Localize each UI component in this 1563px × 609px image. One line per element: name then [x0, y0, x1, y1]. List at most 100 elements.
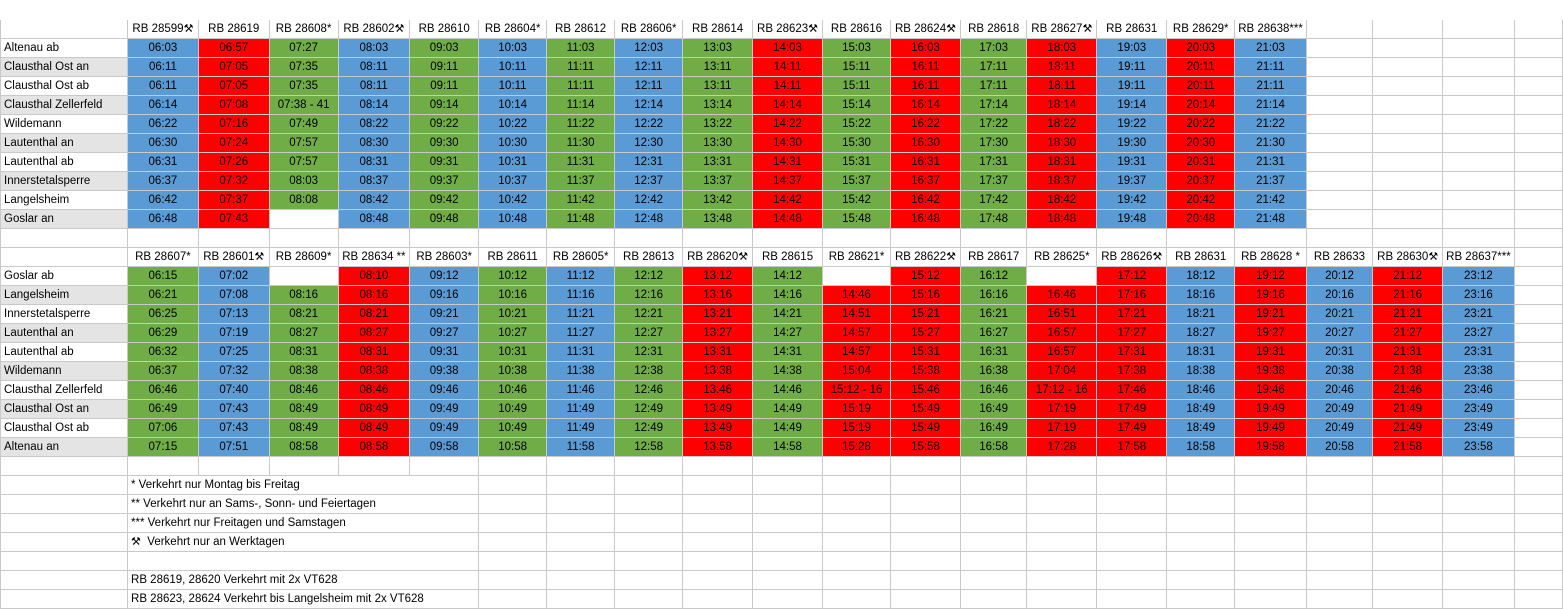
up-time-cell[interactable]: 20:37 [1166, 171, 1236, 191]
up-header-rb-28614[interactable]: RB 28614 [682, 19, 754, 39]
up-time-cell[interactable]: 12:30 [614, 133, 684, 153]
down-time-cell[interactable]: 08:21 [268, 304, 339, 324]
down-time-cell[interactable]: 19:49 [1234, 418, 1307, 438]
up-time-cell[interactable]: 19:03 [1096, 38, 1168, 58]
down-time-cell[interactable]: 19:16 [1234, 285, 1307, 305]
down-time-cell[interactable]: 17:12 - 16 [1026, 380, 1098, 400]
down-time-cell[interactable]: 16:38 [959, 361, 1028, 381]
up-time-cell[interactable]: 07:35 [268, 76, 339, 96]
up-time-cell[interactable]: 20:48 [1166, 209, 1236, 229]
down-header-rb-28634-[interactable]: RB 28634 ** [337, 247, 411, 267]
up-time-cell[interactable]: 15:37 [822, 171, 891, 191]
down-time-cell[interactable]: 08:46 [337, 380, 411, 400]
down-time-cell[interactable]: 23:16 [1442, 285, 1515, 305]
up-time-cell[interactable]: 14:03 [752, 38, 823, 58]
up-time-cell[interactable]: 18:11 [1026, 76, 1098, 96]
down-time-cell[interactable]: 20:46 [1305, 380, 1374, 400]
up-time-cell[interactable]: 20:11 [1166, 57, 1236, 77]
down-time-cell[interactable]: 14:46 [822, 285, 891, 305]
up-time-cell[interactable]: 18:11 [1026, 57, 1098, 77]
up-time-cell[interactable]: 08:37 [337, 171, 411, 191]
up-time-cell[interactable]: 13:11 [682, 76, 754, 96]
down-time-cell[interactable]: 08:38 [268, 361, 339, 381]
up-time-cell[interactable]: 06:37 [127, 171, 199, 191]
down-time-cell[interactable]: 10:12 [478, 266, 548, 286]
down-time-cell[interactable]: 15:12 - 16 [822, 380, 891, 400]
down-header-rb-28628-[interactable]: RB 28628 * [1234, 247, 1307, 267]
up-time-cell[interactable]: 11:48 [546, 209, 616, 229]
down-header-rb-28633[interactable]: RB 28633 [1305, 247, 1374, 267]
down-time-cell[interactable]: 11:31 [546, 342, 616, 362]
up-time-cell[interactable]: 07:08 [197, 95, 270, 115]
up-time-cell[interactable]: 09:11 [409, 76, 480, 96]
up-time-cell[interactable]: 10:30 [478, 133, 548, 153]
up-time-cell[interactable]: 06:11 [127, 76, 199, 96]
down-time-cell[interactable]: 08:21 [337, 304, 411, 324]
down-time-cell[interactable]: 14:16 [752, 285, 823, 305]
down-time-cell[interactable]: 13:49 [682, 418, 754, 438]
up-time-cell[interactable]: 11:03 [546, 38, 616, 58]
up-time-cell[interactable]: 10:48 [478, 209, 548, 229]
down-time-cell[interactable]: 09:27 [409, 323, 480, 343]
down-time-cell[interactable]: 18:21 [1166, 304, 1236, 324]
up-time-cell[interactable]: 16:30 [890, 133, 961, 153]
down-time-cell[interactable]: 12:49 [614, 418, 684, 438]
up-time-cell[interactable]: 16:22 [890, 114, 961, 134]
up-time-cell[interactable]: 06:11 [127, 57, 199, 77]
up-header-rb-28629-[interactable]: RB 28629* [1166, 19, 1236, 39]
up-time-cell[interactable]: 13:31 [682, 152, 754, 172]
down-time-cell[interactable]: 14:51 [822, 304, 891, 324]
down-time-cell[interactable]: 16:49 [959, 399, 1028, 419]
up-time-cell[interactable]: 15:14 [822, 95, 891, 115]
up-time-cell[interactable]: 12:31 [614, 152, 684, 172]
down-time-cell[interactable]: 07:08 [197, 285, 270, 305]
down-time-cell[interactable]: 11:16 [546, 285, 616, 305]
up-time-cell[interactable]: 10:42 [478, 190, 548, 210]
down-time-cell[interactable]: 18:49 [1166, 399, 1236, 419]
up-time-cell[interactable]: 11:11 [546, 57, 616, 77]
down-time-cell[interactable]: 17:38 [1096, 361, 1168, 381]
up-time-cell[interactable]: 06:30 [127, 133, 199, 153]
up-time-cell[interactable]: 15:48 [822, 209, 891, 229]
down-time-cell[interactable]: 07:43 [197, 418, 270, 438]
down-time-cell[interactable]: 14:46 [752, 380, 823, 400]
down-header-rb-28621-[interactable]: RB 28621* [822, 247, 891, 267]
up-time-cell[interactable]: 07:49 [268, 114, 339, 134]
down-time-cell[interactable]: 17:49 [1096, 399, 1168, 419]
up-time-cell[interactable]: 14:11 [752, 57, 823, 77]
up-time-cell[interactable]: 07:05 [197, 76, 270, 96]
down-time-cell[interactable]: 10:31 [478, 342, 548, 362]
up-time-cell[interactable]: 11:14 [546, 95, 616, 115]
up-time-cell[interactable]: 21:42 [1234, 190, 1307, 210]
down-time-cell[interactable]: 07:51 [197, 437, 270, 457]
down-time-cell[interactable]: 17:19 [1026, 418, 1098, 438]
up-time-cell[interactable]: 16:11 [890, 76, 961, 96]
up-time-cell[interactable]: 16:14 [890, 95, 961, 115]
down-time-cell[interactable]: 11:21 [546, 304, 616, 324]
down-time-cell[interactable]: 20:58 [1305, 437, 1374, 457]
down-time-cell[interactable]: 19:31 [1234, 342, 1307, 362]
up-time-cell[interactable]: 14:37 [752, 171, 823, 191]
down-time-cell[interactable]: 10:21 [478, 304, 548, 324]
up-time-cell[interactable]: 13:11 [682, 57, 754, 77]
up-time-cell[interactable]: 11:11 [546, 76, 616, 96]
up-time-cell[interactable]: 20:14 [1166, 95, 1236, 115]
down-time-cell[interactable]: 13:46 [682, 380, 754, 400]
down-time-cell[interactable]: 14:57 [822, 323, 891, 343]
up-time-cell[interactable]: 08:42 [337, 190, 411, 210]
down-time-cell[interactable]: 10:58 [478, 437, 548, 457]
down-time-cell[interactable] [1026, 266, 1098, 286]
down-time-cell[interactable]: 13:16 [682, 285, 754, 305]
up-time-cell[interactable]: 14:48 [752, 209, 823, 229]
down-time-cell[interactable]: 09:21 [409, 304, 480, 324]
down-time-cell[interactable]: 16:58 [959, 437, 1028, 457]
down-time-cell[interactable]: 15:16 [890, 285, 961, 305]
down-time-cell[interactable]: 17:28 [1026, 437, 1098, 457]
down-time-cell[interactable]: 06:21 [127, 285, 199, 305]
up-time-cell[interactable]: 09:22 [409, 114, 480, 134]
down-time-cell[interactable]: 16:51 [1026, 304, 1098, 324]
up-time-cell[interactable]: 12:03 [614, 38, 684, 58]
down-time-cell[interactable]: 13:21 [682, 304, 754, 324]
down-time-cell[interactable]: 08:49 [268, 399, 339, 419]
down-time-cell[interactable]: 15:31 [890, 342, 961, 362]
